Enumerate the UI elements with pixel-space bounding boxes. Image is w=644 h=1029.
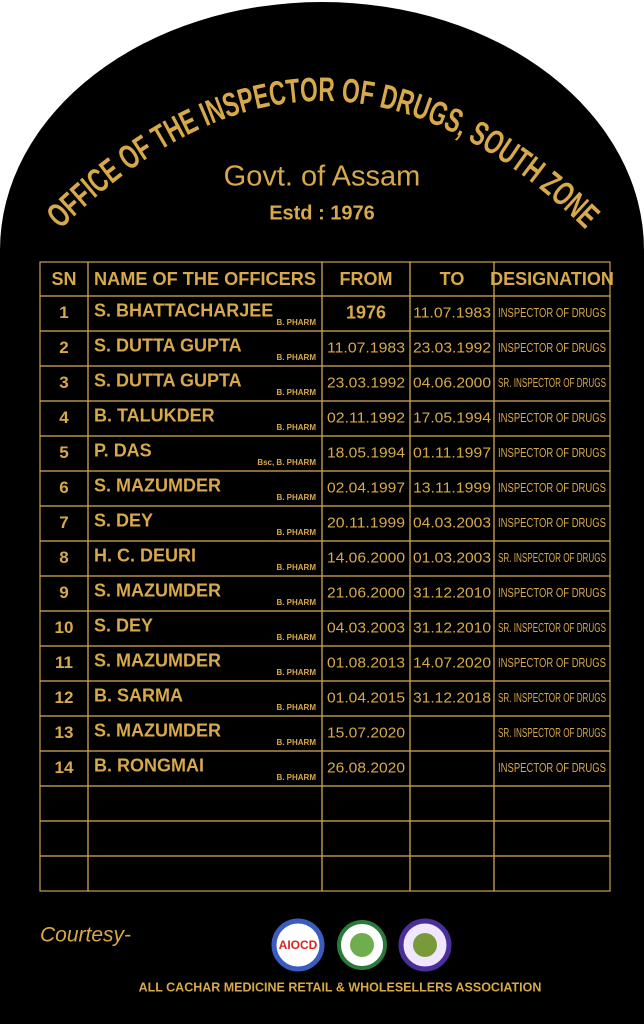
designation: SR. INSPECTOR OF DRUGS xyxy=(498,550,606,565)
courtesy: Courtesy- xyxy=(40,924,131,947)
to-date: 01.11.1997 xyxy=(413,444,491,461)
from-date: 23.03.1992 xyxy=(327,374,405,391)
serial-number: 2 xyxy=(59,338,68,357)
qualification: B. PHARM xyxy=(276,388,316,397)
to-date: 01.03.2003 xyxy=(413,549,491,566)
from-date: 15.07.2020 xyxy=(327,724,405,741)
table-cell xyxy=(493,855,611,892)
from-date: 11.07.1983 xyxy=(327,339,405,356)
qualification: B. PHARM xyxy=(276,563,316,572)
to-date: 11.07.1983 xyxy=(413,304,491,321)
officer-name: P. DAS xyxy=(94,440,152,460)
qualification: B. PHARM xyxy=(276,493,316,502)
designation: INSPECTOR OF DRUGS xyxy=(498,340,606,355)
to-date: 31.12.2018 xyxy=(413,689,491,706)
serial-number: 13 xyxy=(55,723,74,742)
logo-text: AIOCD xyxy=(279,938,318,952)
qualification: B. PHARM xyxy=(276,598,316,607)
serial-number: 12 xyxy=(55,688,74,707)
logo-emblem xyxy=(350,933,374,957)
to-date: 04.03.2003 xyxy=(413,514,491,531)
qualification: B. PHARM xyxy=(276,668,316,677)
serial-number: 8 xyxy=(59,548,68,567)
qualification: Bsc, B. PHARM xyxy=(257,458,316,467)
serial-number: 3 xyxy=(59,373,68,392)
qualification: B. PHARM xyxy=(276,703,316,712)
designation: SR. INSPECTOR OF DRUGS xyxy=(498,725,606,740)
officer-name: B. TALUKDER xyxy=(94,405,215,425)
established: Estd : 1976 xyxy=(269,202,375,224)
serial-number: 9 xyxy=(59,583,68,602)
officer-name: B. SARMA xyxy=(94,685,183,705)
officer-name: S. DUTTA GUPTA xyxy=(94,335,242,355)
designation: INSPECTOR OF DRUGS xyxy=(498,760,606,775)
to-date: 31.12.2010 xyxy=(413,584,491,601)
designation: SR. INSPECTOR OF DRUGS xyxy=(498,620,606,635)
serial-number: 5 xyxy=(59,443,68,462)
officer-name: S. BHATTACHARJEE xyxy=(94,300,273,320)
from-date: 20.11.1999 xyxy=(327,514,405,531)
qualification: B. PHARM xyxy=(276,353,316,362)
from-date: 02.11.1992 xyxy=(327,409,405,426)
qualification: B. PHARM xyxy=(276,423,316,432)
from-date: 18.05.1994 xyxy=(327,444,405,461)
from-date: 04.03.2003 xyxy=(327,619,405,636)
from-date: 01.04.2015 xyxy=(327,689,405,706)
qualification: B. PHARM xyxy=(276,738,316,747)
to-date: 23.03.1992 xyxy=(413,339,491,356)
subtitle: Govt. of Assam xyxy=(224,161,421,193)
to-date: 14.07.2020 xyxy=(413,654,491,671)
column-header: SN xyxy=(51,269,76,289)
officer-name: S. DEY xyxy=(94,615,153,635)
from-date: 02.04.1997 xyxy=(327,479,405,496)
association: ALL CACHAR MEDICINE RETAIL & WHOLESELLER… xyxy=(139,980,542,994)
officer-name: H. C. DEURI xyxy=(94,545,196,565)
officer-name: S. MAZUMDER xyxy=(94,580,221,600)
column-header: DESIGNATION xyxy=(490,269,614,289)
from-date: 21.06.2000 xyxy=(327,584,405,601)
officer-name: S. DEY xyxy=(94,510,153,530)
designation: INSPECTOR OF DRUGS xyxy=(498,445,606,460)
designation: SR. INSPECTOR OF DRUGS xyxy=(498,375,606,390)
serial-number: 14 xyxy=(55,758,74,777)
to-date: 13.11.1999 xyxy=(413,479,491,496)
officer-name: B. RONGMAI xyxy=(94,755,204,775)
to-date: 31.12.2010 xyxy=(413,619,491,636)
qualification: B. PHARM xyxy=(276,528,316,537)
serial-number: 4 xyxy=(59,408,69,427)
designation: INSPECTOR OF DRUGS xyxy=(498,305,606,320)
officer-name: S. MAZUMDER xyxy=(94,650,221,670)
to-date: 17.05.1994 xyxy=(413,409,491,426)
officer-name: S. MAZUMDER xyxy=(94,475,221,495)
serial-number: 6 xyxy=(59,478,68,497)
column-header: TO xyxy=(440,269,465,289)
officer-name: S. MAZUMDER xyxy=(94,720,221,740)
designation: SR. INSPECTOR OF DRUGS xyxy=(498,690,606,705)
designation: INSPECTOR OF DRUGS xyxy=(498,410,606,425)
serial-number: 10 xyxy=(55,618,74,637)
designation: INSPECTOR OF DRUGS xyxy=(498,480,606,495)
designation: INSPECTOR OF DRUGS xyxy=(498,655,606,670)
serial-number: 1 xyxy=(59,303,68,322)
column-header: NAME OF THE OFFICERS xyxy=(94,269,316,289)
table: SN NAME OF THE OFFICERS FROM TO DESIGNATION 1… xyxy=(39,261,614,892)
from-date: 01.08.2013 xyxy=(327,654,405,671)
designation: INSPECTOR OF DRUGS xyxy=(498,585,606,600)
serial-number: 11 xyxy=(55,653,73,672)
qualification: B. PHARM xyxy=(276,318,316,327)
logo-emblem xyxy=(413,933,437,957)
from-date: 14.06.2000 xyxy=(327,549,405,566)
serial-number: 7 xyxy=(59,513,68,532)
from-date: 26.08.2020 xyxy=(327,759,405,776)
column-header: FROM xyxy=(340,269,393,289)
officer-name: S. DUTTA GUPTA xyxy=(94,370,242,390)
to-date: 04.06.2000 xyxy=(413,374,491,391)
logo xyxy=(271,918,325,972)
from-date: 1976 xyxy=(346,302,386,322)
qualification: B. PHARM xyxy=(276,773,316,782)
qualification: B. PHARM xyxy=(276,633,316,642)
designation: INSPECTOR OF DRUGS xyxy=(498,515,606,530)
